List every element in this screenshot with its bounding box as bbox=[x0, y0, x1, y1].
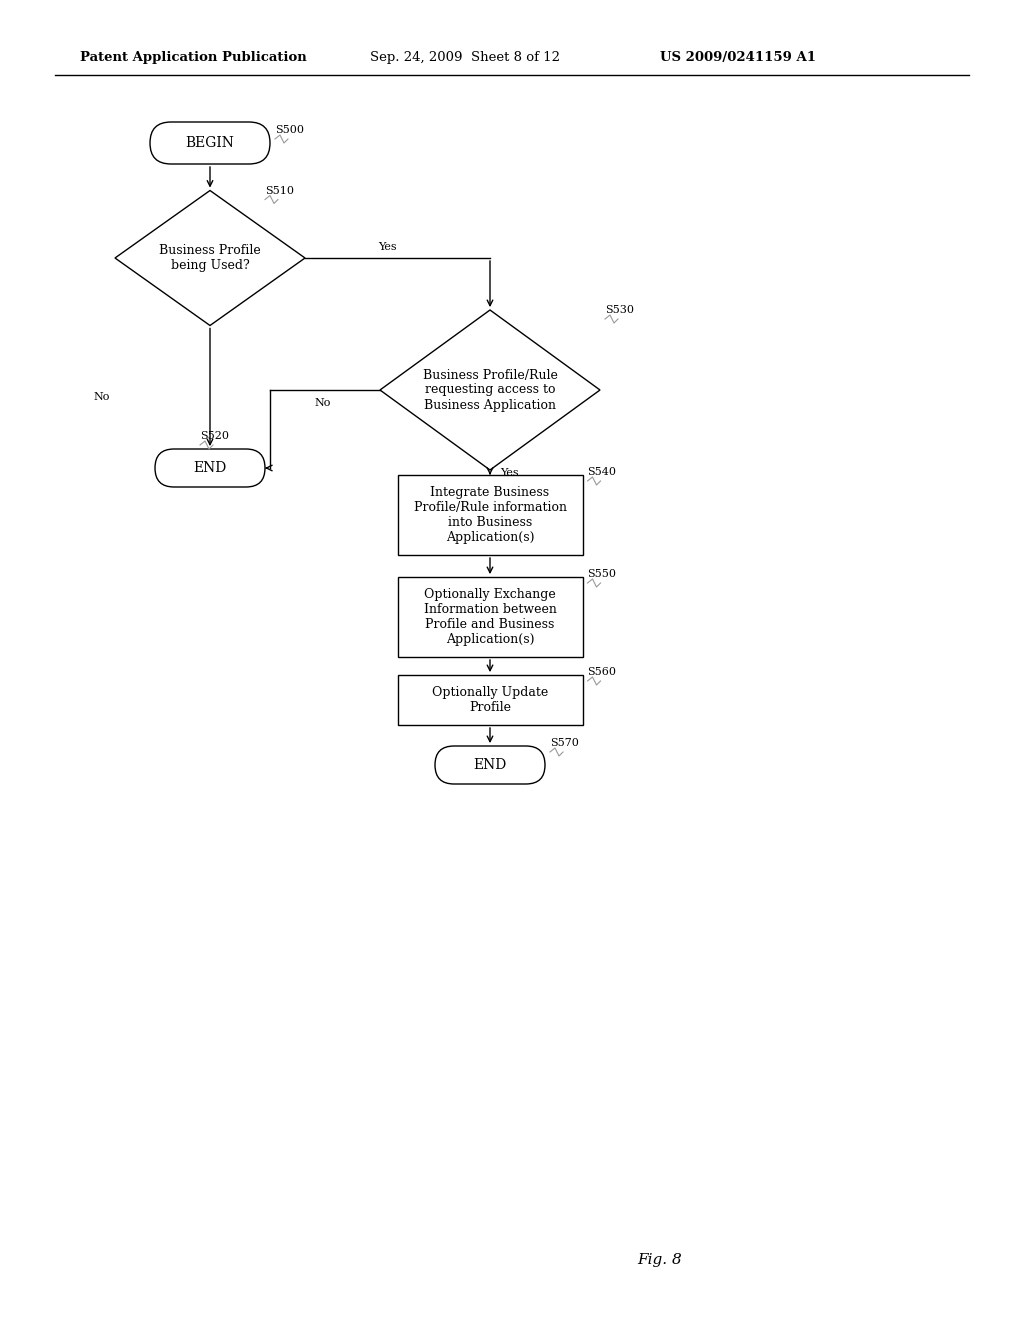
Text: Business Profile/Rule
requesting access to
Business Application: Business Profile/Rule requesting access … bbox=[423, 368, 557, 412]
Text: Patent Application Publication: Patent Application Publication bbox=[80, 51, 307, 65]
Text: END: END bbox=[194, 461, 226, 475]
Text: US 2009/0241159 A1: US 2009/0241159 A1 bbox=[660, 51, 816, 65]
Polygon shape bbox=[115, 190, 305, 326]
Text: Yes: Yes bbox=[378, 242, 397, 252]
Text: S550: S550 bbox=[588, 569, 616, 579]
Text: Optionally Exchange
Information between
Profile and Business
Application(s): Optionally Exchange Information between … bbox=[424, 587, 556, 645]
Text: S520: S520 bbox=[200, 432, 229, 441]
Bar bbox=[397, 577, 583, 657]
Text: S560: S560 bbox=[588, 667, 616, 677]
Bar bbox=[397, 675, 583, 725]
Text: Business Profile
being Used?: Business Profile being Used? bbox=[159, 244, 261, 272]
Text: No: No bbox=[93, 392, 110, 401]
Polygon shape bbox=[380, 310, 600, 470]
Text: Optionally Update
Profile: Optionally Update Profile bbox=[432, 686, 548, 714]
Bar bbox=[397, 475, 583, 554]
Text: Fig. 8: Fig. 8 bbox=[638, 1253, 682, 1267]
Text: S500: S500 bbox=[275, 125, 304, 135]
Text: S570: S570 bbox=[550, 738, 579, 748]
Text: S530: S530 bbox=[605, 305, 634, 315]
FancyBboxPatch shape bbox=[155, 449, 265, 487]
Text: No: No bbox=[314, 399, 331, 408]
FancyBboxPatch shape bbox=[150, 121, 270, 164]
Text: S540: S540 bbox=[588, 467, 616, 477]
Text: END: END bbox=[473, 758, 507, 772]
Text: BEGIN: BEGIN bbox=[185, 136, 234, 150]
FancyBboxPatch shape bbox=[435, 746, 545, 784]
Text: Integrate Business
Profile/Rule information
into Business
Application(s): Integrate Business Profile/Rule informat… bbox=[414, 486, 566, 544]
Text: S510: S510 bbox=[265, 186, 294, 195]
Text: Yes: Yes bbox=[500, 467, 518, 478]
Text: Sep. 24, 2009  Sheet 8 of 12: Sep. 24, 2009 Sheet 8 of 12 bbox=[370, 51, 560, 65]
